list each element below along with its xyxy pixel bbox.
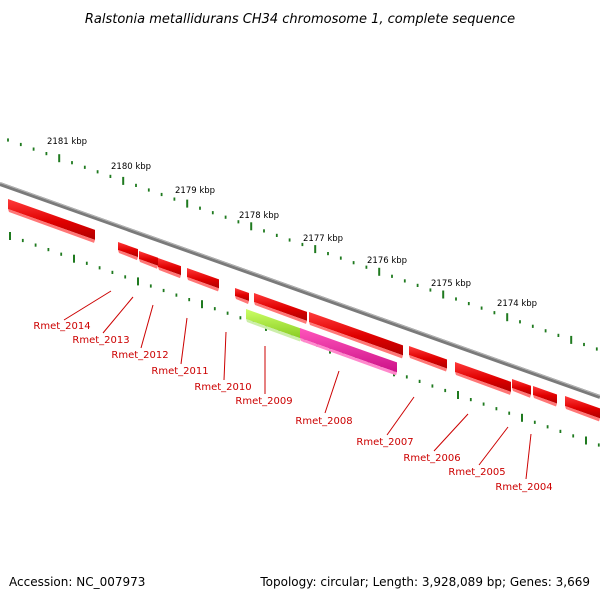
gene-block-edge	[309, 322, 403, 359]
leader-line	[386, 396, 415, 436]
gene-label-rmet-2005[interactable]: Rmet_2005	[448, 467, 505, 478]
leader-line	[63, 290, 112, 321]
gene-block-edge	[8, 209, 95, 243]
gene-labels: Rmet_2014 Rmet_2013 Rmet_2012 Rmet_2011 …	[33, 321, 552, 493]
gene-block-edge	[118, 250, 138, 261]
leader-line	[525, 433, 532, 480]
gene-block-edge	[409, 355, 447, 372]
gene-block-edge	[235, 296, 249, 304]
leader-line	[102, 296, 134, 334]
kbp-label: 2178 kbp	[239, 211, 279, 221]
gene-label-rmet-2011[interactable]: Rmet_2011	[151, 366, 208, 377]
kbp-label: 2175 kbp	[431, 279, 471, 289]
gene-block	[187, 268, 219, 289]
gene-block	[139, 251, 158, 266]
gene-block	[254, 293, 307, 321]
gene-block-edge	[254, 302, 307, 324]
gene-block-rmet-2008	[300, 328, 397, 373]
gene-block-edge	[139, 259, 158, 269]
leader-line	[433, 413, 469, 452]
leader-line	[478, 426, 509, 466]
gene-label-rmet-2010[interactable]: Rmet_2010	[194, 382, 251, 393]
map-title: Ralstonia metallidurans CH34 chromosome …	[85, 12, 515, 27]
gene-block-edge	[533, 395, 557, 407]
gene-label-rmet-2012[interactable]: Rmet_2012	[111, 350, 168, 361]
gene-block-rmet-2008-edge	[300, 338, 397, 376]
gene-block	[235, 288, 249, 301]
gene-block	[512, 379, 531, 395]
gene-block	[533, 386, 557, 404]
gene-block-edge	[158, 267, 181, 279]
kbp-label: 2176 kbp	[367, 256, 407, 266]
topology-summary: Topology: circular; Length: 3,928,089 bp…	[259, 575, 590, 589]
gene-block-edge	[512, 388, 531, 398]
kbp-label: 2177 kbp	[303, 234, 343, 244]
gene-block	[409, 346, 447, 369]
gene-block	[565, 396, 600, 419]
chromosome-backbone	[0, 182, 600, 399]
kbp-label: 2174 kbp	[497, 299, 537, 309]
gene-block	[158, 258, 181, 276]
kbp-label: 2181 kbp	[47, 137, 87, 147]
gene-block	[8, 199, 95, 240]
ruler-ticks-top	[7, 138, 598, 351]
gene-track	[8, 199, 600, 422]
leader-line	[223, 331, 227, 381]
gene-block	[118, 242, 138, 258]
gene-block-edge	[455, 372, 511, 395]
leader-line	[180, 317, 188, 365]
accession-text: Accession: NC_007973	[9, 575, 145, 589]
gene-label-rmet-2007[interactable]: Rmet_2007	[356, 437, 413, 448]
ruler-labels: 2181 kbp 2180 kbp 2179 kbp 2178 kbp 2177…	[47, 137, 537, 309]
gene-leader-lines	[63, 290, 532, 480]
gene-block-rmet-2009	[246, 309, 301, 339]
gene-label-rmet-2008[interactable]: Rmet_2008	[295, 416, 352, 427]
kbp-label: 2179 kbp	[175, 186, 215, 196]
gene-label-rmet-2006[interactable]: Rmet_2006	[403, 453, 460, 464]
leader-line	[140, 304, 154, 349]
gene-block-rmet-2009-edge	[246, 319, 301, 342]
kbp-label: 2180 kbp	[111, 162, 151, 172]
gene-block	[309, 312, 403, 356]
gene-block-edge	[565, 406, 600, 422]
gene-label-rmet-2004[interactable]: Rmet_2004	[495, 482, 552, 493]
leader-line	[324, 370, 340, 414]
gene-label-rmet-2013[interactable]: Rmet_2013	[72, 335, 129, 346]
gene-label-rmet-2014[interactable]: Rmet_2014	[33, 321, 90, 332]
gene-block-edge	[187, 277, 219, 292]
gene-block	[455, 362, 511, 392]
gene-label-rmet-2009[interactable]: Rmet_2009	[235, 396, 292, 407]
chromosome-backbone-highlight	[0, 182, 600, 397]
